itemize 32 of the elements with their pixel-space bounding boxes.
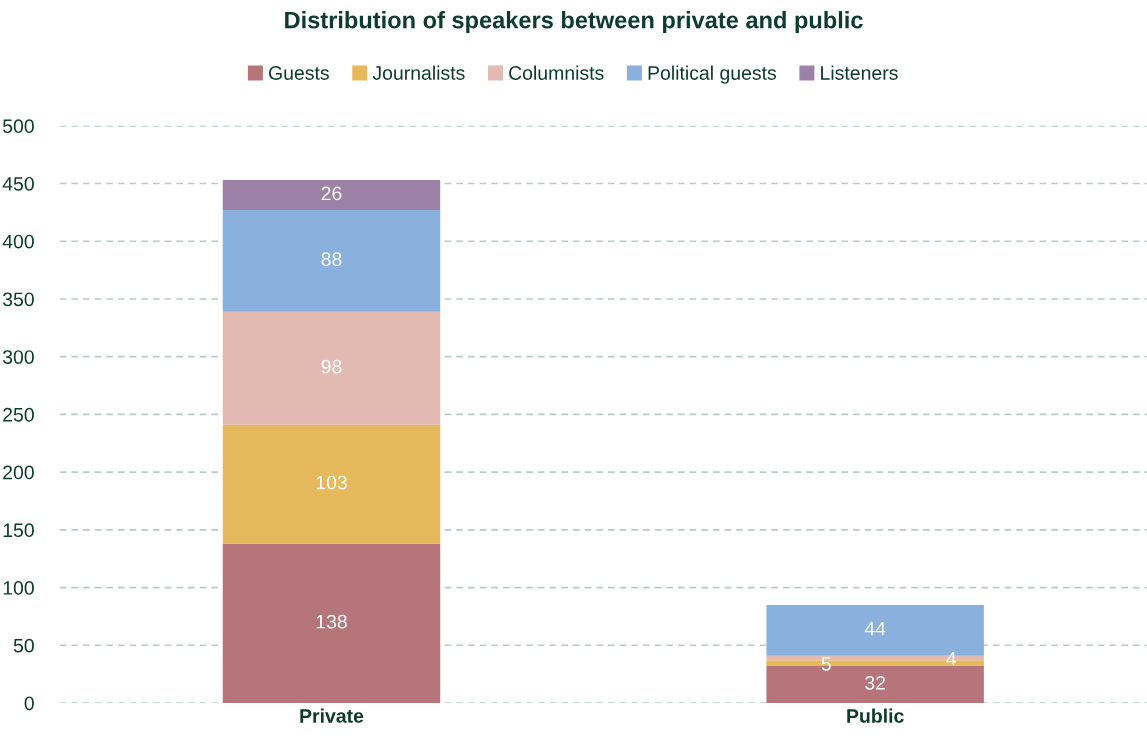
bar — [222, 424, 441, 544]
y-tick-label: 100 — [3, 581, 34, 595]
y-tick-label: 400 — [2, 234, 34, 249]
x-tick-label: Private — [300, 708, 364, 723]
y-tick-label: 0 — [24, 696, 34, 711]
y-tick-label: 150 — [3, 523, 34, 538]
y-tick-label: 350 — [2, 292, 34, 307]
y-tick-label: 500 — [2, 119, 34, 134]
legend-label: Political guests — [648, 65, 777, 84]
chart-title: Distribution of speakers between private and public — [285, 11, 863, 34]
y-tick-label: 50 — [13, 638, 34, 653]
bar — [222, 311, 441, 425]
data-label: 5 — [821, 657, 831, 671]
y-tick-label: 200 — [3, 465, 34, 480]
legend-label: Journalists — [372, 65, 465, 80]
legend-label: Listeners — [821, 65, 898, 80]
data-label: 32 — [865, 675, 885, 690]
y-tick-label: 450 — [2, 176, 34, 191]
bar — [222, 543, 441, 703]
legend-label: Guests — [269, 66, 329, 80]
data-label: 44 — [864, 621, 886, 636]
legend-label: Columnists — [509, 65, 604, 80]
data-label: 98 — [321, 359, 342, 374]
y-tick-label: 300 — [2, 350, 34, 364]
bar — [222, 180, 441, 211]
y-tick-label: 250 — [3, 407, 34, 422]
bar — [222, 210, 441, 312]
data-label: 26 — [321, 186, 342, 201]
data-label: 88 — [321, 252, 342, 267]
data-label: 103 — [316, 475, 347, 490]
x-tick-label: Public — [847, 708, 904, 723]
data-label: 138 — [316, 614, 347, 629]
